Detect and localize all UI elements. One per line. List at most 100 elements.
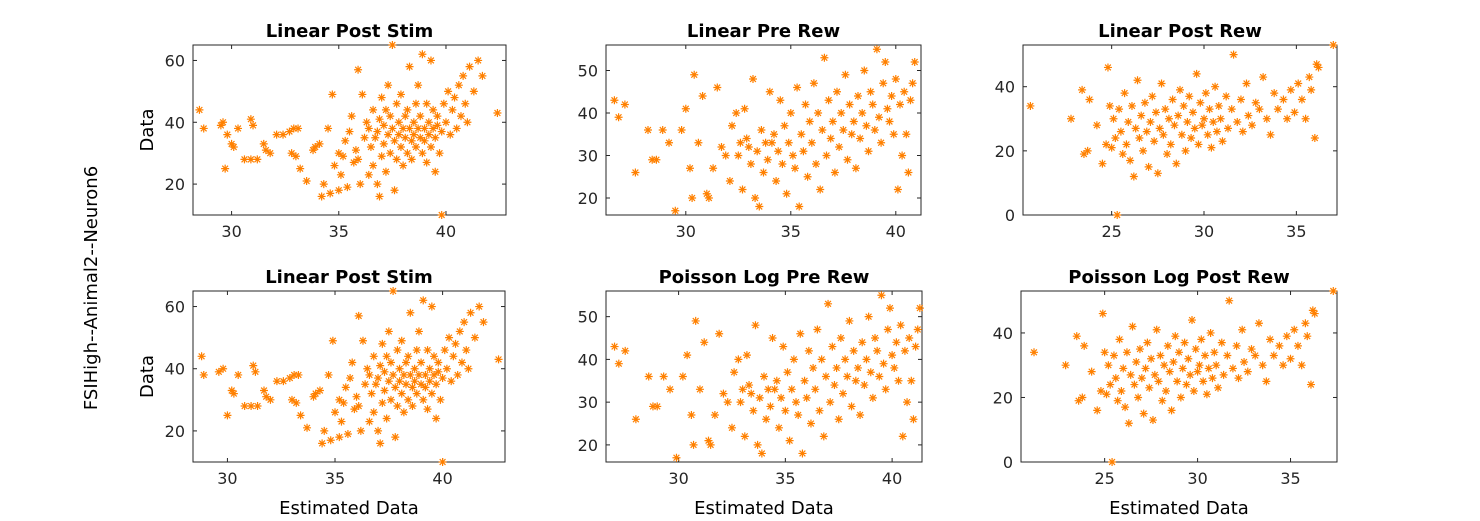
data-point [432, 380, 441, 389]
data-point [426, 143, 435, 151]
data-point [740, 432, 749, 441]
data-point [334, 149, 343, 158]
data-point [620, 100, 629, 109]
data-point [766, 402, 775, 411]
data-point [1109, 351, 1118, 360]
data-point [420, 124, 429, 133]
data-point [853, 363, 862, 372]
data-point [433, 112, 442, 121]
data-point [426, 56, 435, 65]
data-point [1290, 108, 1299, 117]
data-point [785, 436, 794, 445]
data-point [396, 143, 405, 151]
data-point [877, 138, 886, 147]
data-point [1222, 92, 1231, 101]
data-point [425, 377, 434, 386]
data-point [460, 318, 469, 327]
data-point [797, 130, 806, 139]
data-point [195, 105, 204, 114]
data-point [847, 130, 856, 139]
x-axis-label: Estimated Data [279, 498, 419, 519]
data-point [817, 355, 826, 364]
data-point [1225, 296, 1234, 305]
data-point [438, 458, 447, 466]
y-tick-label: 30 [578, 147, 598, 166]
data-point [814, 109, 823, 117]
data-point [1251, 351, 1260, 360]
data-point [1100, 348, 1109, 357]
data-point [345, 127, 354, 136]
data-point [723, 398, 732, 407]
data-point [644, 372, 653, 381]
data-point [905, 334, 914, 343]
y-tick-label: 40 [995, 78, 1015, 97]
data-point [762, 415, 771, 424]
data-point [1156, 351, 1165, 360]
data-point [303, 423, 312, 432]
data-point [348, 358, 357, 367]
data-point [1211, 82, 1220, 91]
data-point [409, 130, 418, 139]
data-point [475, 302, 484, 311]
data-point [1240, 357, 1249, 366]
data-point [806, 419, 815, 428]
data-point [1243, 367, 1252, 376]
data-point [1115, 335, 1124, 344]
data-point [335, 433, 344, 442]
data-point [849, 117, 858, 126]
data-point [614, 359, 623, 368]
data-point [1163, 150, 1172, 159]
data-point [1165, 367, 1174, 376]
data-point [1294, 79, 1303, 88]
data-point [770, 385, 779, 394]
data-point [465, 62, 474, 71]
data-point [1109, 114, 1118, 123]
data-point [802, 393, 811, 402]
data-point [1102, 390, 1111, 399]
data-point [900, 346, 909, 355]
data-point [774, 147, 783, 156]
data-point [234, 370, 243, 379]
data-point [1258, 361, 1267, 370]
data-point [382, 352, 391, 361]
subplot-title: Linear Post Stim [266, 21, 434, 42]
data-point [456, 112, 465, 121]
data-point [757, 449, 766, 458]
data-point [745, 381, 754, 390]
data-point [792, 398, 801, 407]
x-tick-label: 30 [1194, 222, 1214, 241]
x-tick-label: 35 [781, 222, 801, 241]
data-point [688, 194, 697, 202]
data-point [678, 372, 687, 381]
data-point [1142, 127, 1151, 136]
data-point [459, 71, 468, 80]
data-point [1147, 354, 1156, 363]
data-point [403, 105, 412, 114]
data-point [1307, 85, 1316, 94]
data-point [841, 70, 850, 79]
data-point [1201, 89, 1210, 98]
data-point [1228, 364, 1237, 373]
data-point [1143, 338, 1152, 347]
data-point [824, 299, 833, 308]
data-point [1172, 159, 1181, 168]
data-point [434, 358, 443, 367]
data-point [687, 410, 696, 419]
data-point [904, 168, 913, 177]
data-point [689, 440, 698, 449]
data-point [494, 355, 503, 364]
data-point [463, 118, 472, 127]
data-point [907, 376, 916, 385]
data-point [1124, 117, 1133, 126]
data-point [384, 81, 393, 90]
data-point [1210, 348, 1219, 357]
data-point [416, 133, 425, 142]
data-point [450, 93, 459, 102]
data-point [410, 377, 419, 386]
data-point [246, 155, 255, 164]
data-point [725, 177, 734, 185]
data-point [856, 134, 865, 143]
data-point [199, 370, 208, 379]
data-point [401, 133, 410, 142]
data-point [1209, 117, 1218, 126]
